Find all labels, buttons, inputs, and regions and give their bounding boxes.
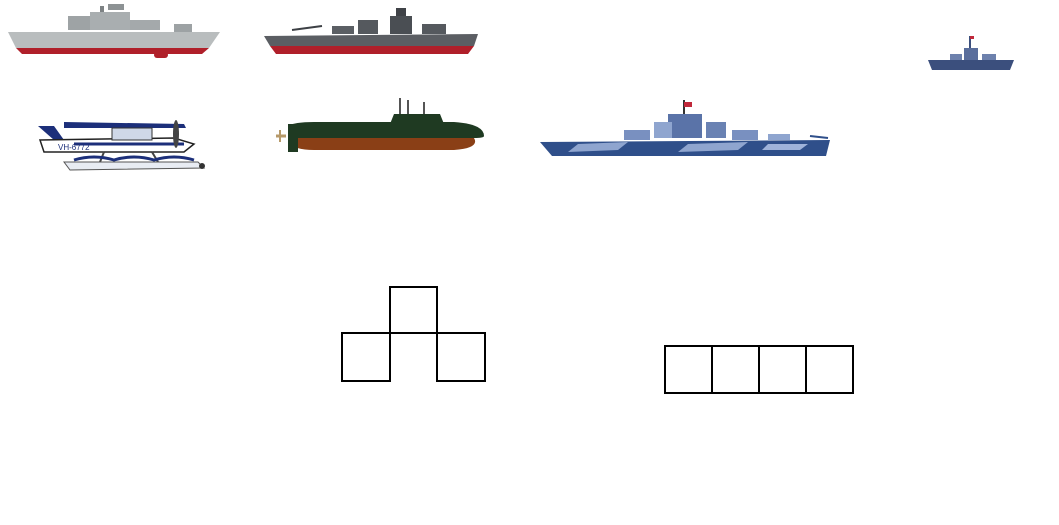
frigate-icon bbox=[8, 4, 220, 58]
frigate-piece[interactable] bbox=[4, 2, 224, 60]
board-slot[interactable] bbox=[389, 286, 438, 334]
seaplane-icon: VH-6772 bbox=[38, 120, 206, 171]
board-slot[interactable] bbox=[711, 345, 761, 394]
battleship-icon bbox=[540, 100, 830, 156]
board-slot[interactable] bbox=[436, 332, 486, 382]
seaplane-piece[interactable]: VH-6772 bbox=[34, 114, 214, 178]
battleship-icon bbox=[264, 8, 478, 54]
board-slot[interactable] bbox=[805, 345, 854, 394]
submarine-icon bbox=[276, 98, 484, 152]
destroyer-piece[interactable] bbox=[926, 32, 1016, 74]
battleship-dark-piece[interactable] bbox=[262, 4, 480, 58]
board-slot[interactable] bbox=[664, 345, 714, 394]
battleship-camo-piece[interactable] bbox=[538, 98, 834, 162]
submarine-piece[interactable] bbox=[274, 96, 488, 156]
board-slot[interactable] bbox=[758, 345, 808, 394]
board-slot[interactable] bbox=[341, 332, 391, 382]
registration-text: VH-6772 bbox=[58, 143, 90, 152]
destroyer-icon bbox=[928, 36, 1014, 70]
